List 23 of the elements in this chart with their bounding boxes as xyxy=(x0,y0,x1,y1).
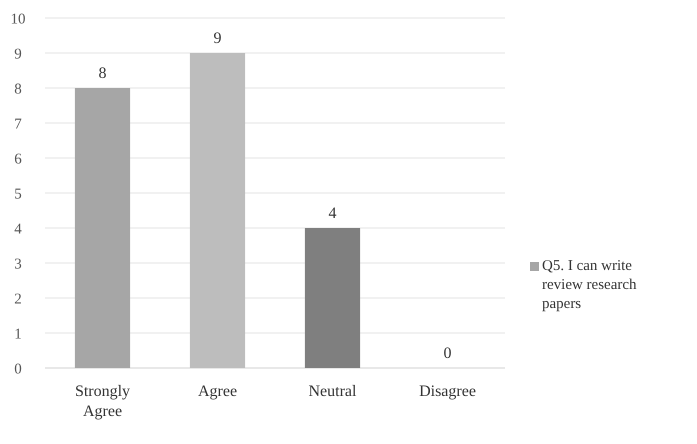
bar xyxy=(74,88,130,368)
y-tick-label: 9 xyxy=(14,46,22,62)
data-label: 9 xyxy=(214,30,222,47)
legend-label: Q5. I can write review research papers xyxy=(542,258,638,312)
y-tick-label: 0 xyxy=(14,361,22,378)
x-tick-label: Strongly Agree xyxy=(74,383,130,420)
data-label: 4 xyxy=(328,205,336,222)
data-label: 8 xyxy=(98,65,106,82)
x-tick-label: Agree xyxy=(198,383,238,400)
bar xyxy=(304,228,360,368)
y-tick-label: 10 xyxy=(10,11,26,28)
y-tick-label: 5 xyxy=(14,186,22,202)
y-tick-label: 3 xyxy=(14,256,22,272)
y-tick-label: 2 xyxy=(14,291,22,308)
data-label: 0 xyxy=(444,345,452,362)
y-tick-label: 6 xyxy=(14,151,22,168)
y-tick-label: 1 xyxy=(14,326,22,342)
bar xyxy=(190,53,246,368)
y-tick-label: 7 xyxy=(14,116,22,132)
y-tick-label: 4 xyxy=(14,221,22,238)
x-tick-label: Neutral xyxy=(308,383,358,400)
y-tick-label: 8 xyxy=(14,81,22,98)
x-tick-label: Disagree xyxy=(419,383,476,400)
